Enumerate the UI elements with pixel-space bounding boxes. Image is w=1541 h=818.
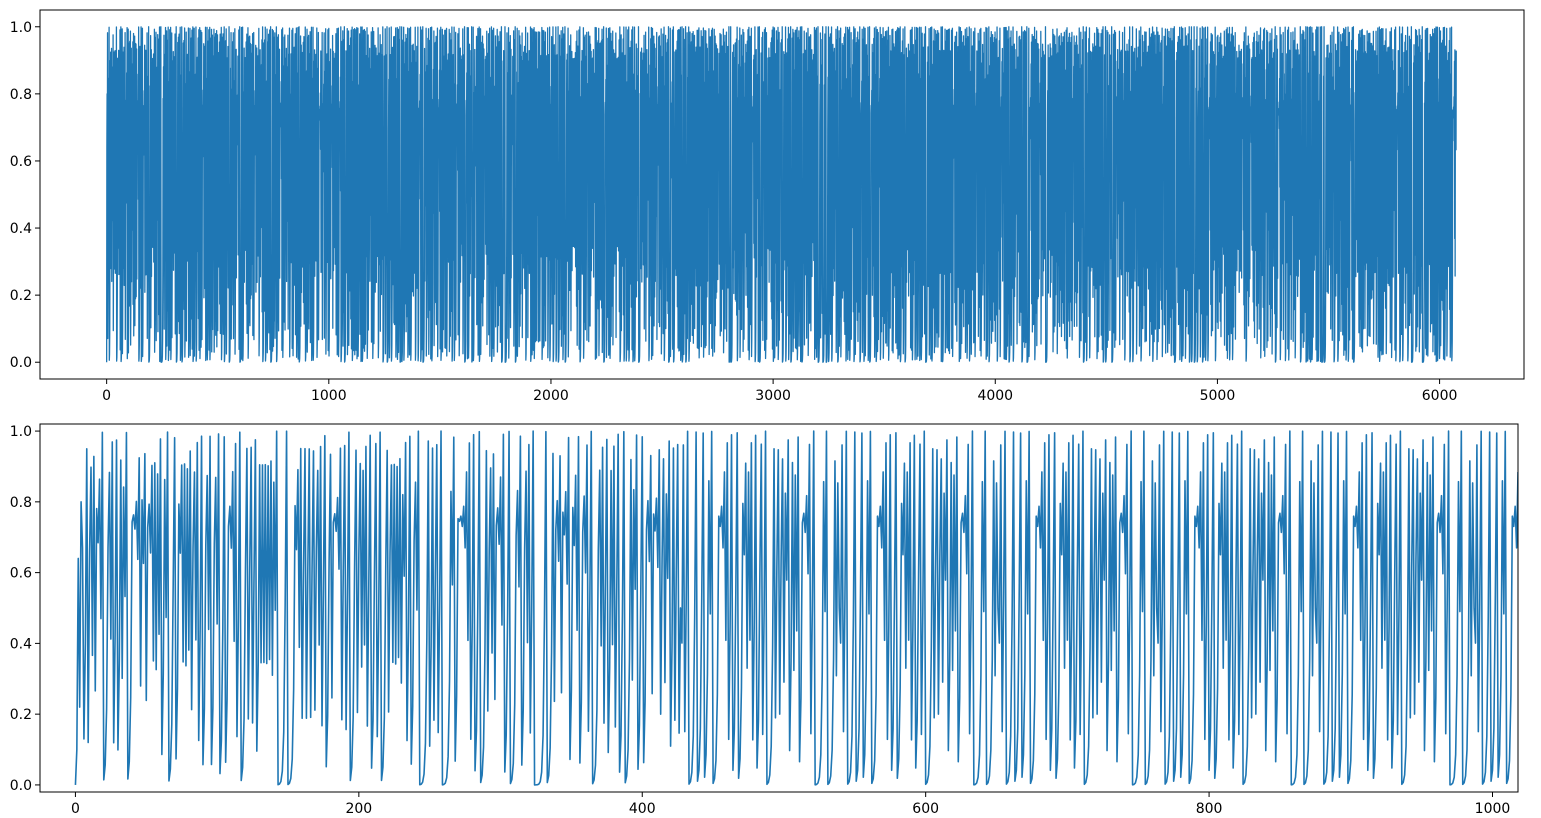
y-tick-label: 0.6 <box>10 154 32 170</box>
x-tick-label: 1000 <box>1475 801 1511 817</box>
x-tick-label: 6000 <box>1422 388 1458 404</box>
series-line <box>106 26 1457 363</box>
y-tick-label: 0.0 <box>10 778 32 794</box>
top-chart: 0 1000 2000 3000 4000 5000 6000 0.0 0.2 0.4 0.6 0.8… <box>10 9 1525 404</box>
x-tick-label: 3000 <box>755 388 791 404</box>
y-tick-label: 0.8 <box>10 495 32 511</box>
y-tick-label: 0.0 <box>10 355 32 371</box>
x-tick-label: 800 <box>1196 801 1223 817</box>
y-tick-label: 0.6 <box>10 566 32 582</box>
y-tick-label: 0.4 <box>10 221 32 237</box>
x-tick-label: 2000 <box>533 388 569 404</box>
y-tick-label: 0.2 <box>10 707 32 723</box>
y-tick-label: 0.2 <box>10 288 32 304</box>
x-tick-label: 1000 <box>311 388 347 404</box>
series-line <box>74 430 1518 786</box>
x-tick-label: 200 <box>345 801 372 817</box>
x-tick-label: 0 <box>102 388 111 404</box>
x-tick-label: 400 <box>629 801 656 817</box>
y-tick-label: 1.0 <box>10 20 32 36</box>
y-tick-label: 0.8 <box>10 87 32 103</box>
x-tick-label: 0 <box>71 801 80 817</box>
y-tick-label: 0.4 <box>10 636 32 652</box>
x-tick-label: 5000 <box>1200 388 1236 404</box>
y-tick-label: 1.0 <box>10 424 32 440</box>
bottom-chart: 0 200 400 600 800 1000 0.0 0.2 0.4 0.6 0.8 1.0 <box>10 423 1519 817</box>
x-tick-label: 600 <box>912 801 939 817</box>
plot-frame <box>39 423 1519 793</box>
x-tick-label: 4000 <box>977 388 1013 404</box>
plot-frame <box>39 9 1525 380</box>
